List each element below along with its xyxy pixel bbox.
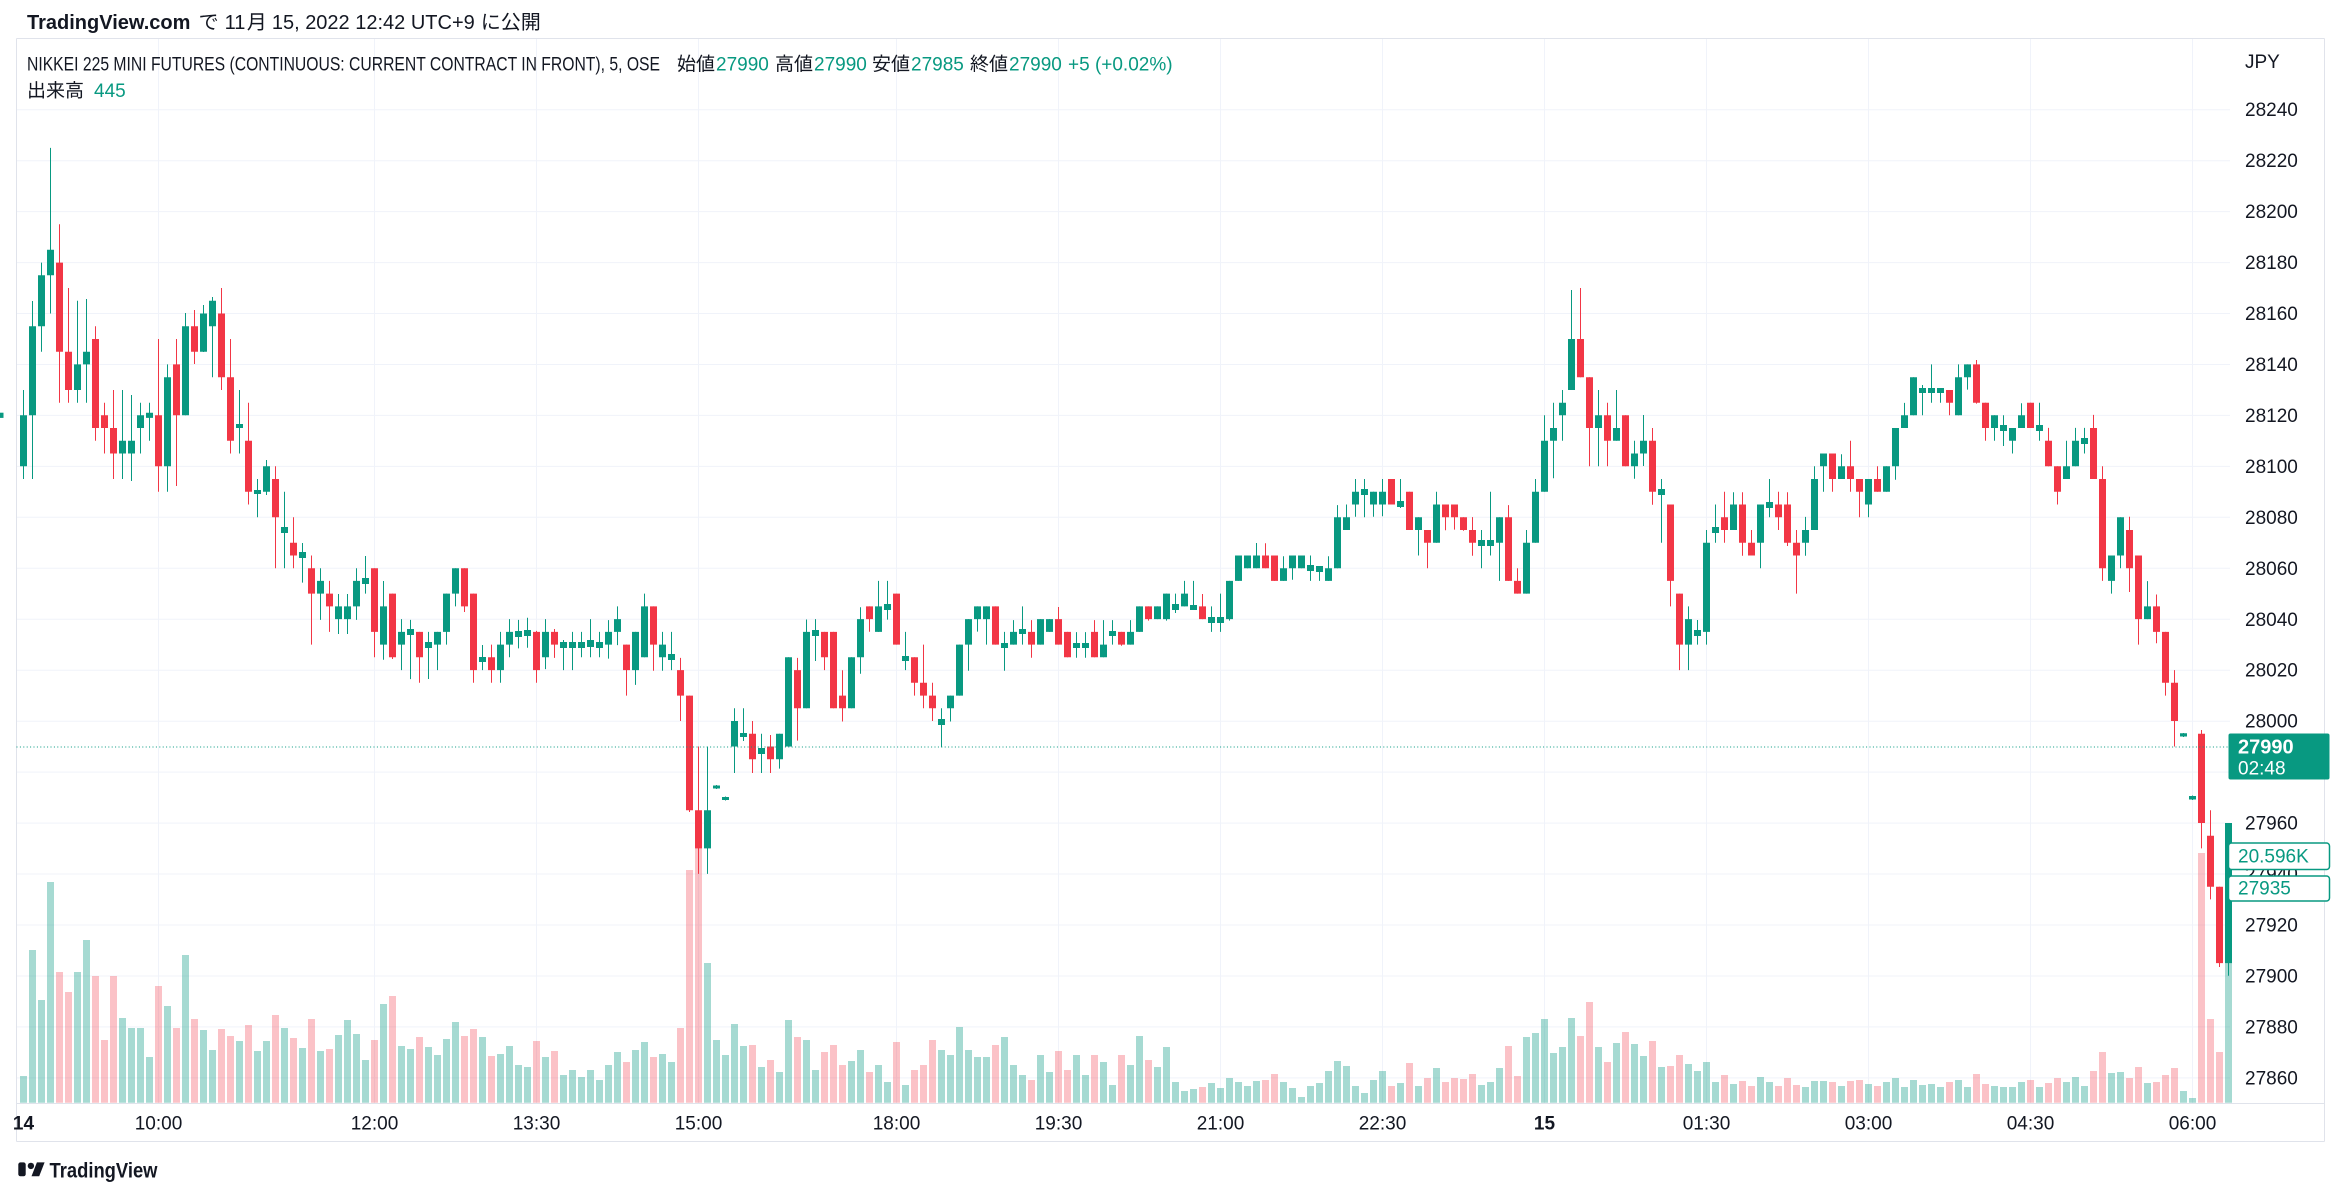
svg-text:27990: 27990 — [716, 55, 769, 76]
svg-text:03:00: 03:00 — [1845, 1114, 1893, 1135]
svg-text:28060: 28060 — [2245, 559, 2298, 580]
svg-text:28100: 28100 — [2245, 457, 2298, 478]
svg-text:28160: 28160 — [2245, 304, 2298, 325]
svg-text:27985: 27985 — [911, 55, 964, 76]
svg-text:27990: 27990 — [814, 55, 867, 76]
svg-text:27860: 27860 — [2245, 1068, 2298, 1089]
svg-text:06:00: 06:00 — [2169, 1114, 2217, 1135]
svg-text:01:30: 01:30 — [1683, 1114, 1731, 1135]
svg-text:28200: 28200 — [2245, 202, 2298, 223]
svg-text:TradingView.com: TradingView.com — [27, 12, 190, 34]
svg-text:+5 (+0.02%): +5 (+0.02%) — [1068, 55, 1173, 76]
svg-text:12:00: 12:00 — [351, 1114, 399, 1135]
svg-text:21:00: 21:00 — [1197, 1114, 1245, 1135]
svg-text:14: 14 — [13, 1114, 35, 1135]
svg-text:13:30: 13:30 — [513, 1114, 561, 1135]
svg-text:28040: 28040 — [2245, 610, 2298, 631]
svg-text:15, 2022 12:42 UTC+9: 15, 2022 12:42 UTC+9 — [272, 12, 475, 34]
svg-text:JPY: JPY — [2245, 52, 2280, 73]
svg-text:18:00: 18:00 — [873, 1114, 921, 1135]
svg-text:28180: 28180 — [2245, 253, 2298, 274]
svg-text:22:30: 22:30 — [1359, 1114, 1407, 1135]
svg-text:27900: 27900 — [2245, 966, 2298, 987]
svg-text:19:30: 19:30 — [1035, 1114, 1083, 1135]
svg-text:28120: 28120 — [2245, 406, 2298, 427]
svg-text:NIKKEI 225 MINI FUTURES (CONTI: NIKKEI 225 MINI FUTURES (CONTINUOUS: CUR… — [27, 55, 660, 76]
svg-text:20.596K: 20.596K — [2238, 847, 2309, 868]
svg-text:28220: 28220 — [2245, 151, 2298, 172]
svg-text:27935: 27935 — [2238, 879, 2291, 900]
svg-text:27990: 27990 — [2238, 737, 2294, 759]
svg-text:28140: 28140 — [2245, 355, 2298, 376]
svg-text:TradingView: TradingView — [50, 1160, 159, 1183]
svg-text:15:00: 15:00 — [675, 1114, 723, 1135]
svg-text:445: 445 — [94, 81, 126, 102]
svg-text:28000: 28000 — [2245, 712, 2298, 733]
svg-text:28020: 28020 — [2245, 661, 2298, 682]
svg-text:11: 11 — [225, 12, 246, 34]
svg-text:15: 15 — [1534, 1114, 1556, 1135]
svg-text:28080: 28080 — [2245, 508, 2298, 529]
svg-text:27920: 27920 — [2245, 915, 2298, 936]
svg-text:04:30: 04:30 — [2007, 1114, 2055, 1135]
svg-text:27960: 27960 — [2245, 814, 2298, 835]
svg-text:27990: 27990 — [1009, 55, 1062, 76]
svg-text:27880: 27880 — [2245, 1017, 2298, 1038]
svg-text:28240: 28240 — [2245, 100, 2298, 121]
svg-text:02:48: 02:48 — [2238, 759, 2286, 780]
svg-text:10:00: 10:00 — [135, 1114, 183, 1135]
